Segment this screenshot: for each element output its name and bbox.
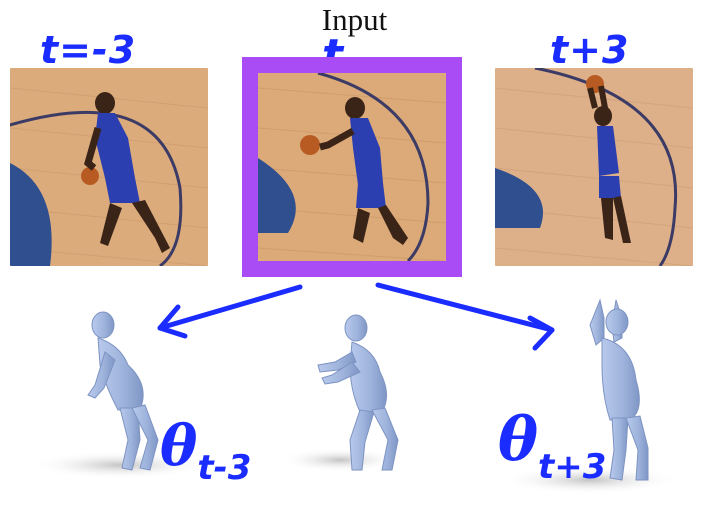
arrow-to-past xyxy=(157,284,303,339)
theta-symbol: θ xyxy=(160,413,198,479)
label-t-minus-3: t=-3 xyxy=(40,28,137,72)
label-t-plus-3: t+3 xyxy=(550,28,630,72)
input-frame-highlight xyxy=(242,57,462,277)
court-image-t-plus-3 xyxy=(495,68,693,266)
court-image-t xyxy=(258,73,446,261)
body-mesh-t-minus-3 xyxy=(87,311,159,471)
court-image-t-minus-3 xyxy=(10,68,208,266)
frame-t-minus-3 xyxy=(10,68,208,266)
theta-symbol: θ xyxy=(498,405,539,475)
theta-subscript: t-3 xyxy=(197,448,252,488)
shadow-right xyxy=(500,466,680,494)
input-title: Input xyxy=(321,2,388,37)
theta-subscript: t+3 xyxy=(538,447,607,487)
shadow-left xyxy=(30,451,210,479)
shadow-middle xyxy=(280,448,400,472)
frame-t xyxy=(258,73,446,261)
arrow-to-future xyxy=(375,282,555,351)
theta-t-minus-3: θt-3 xyxy=(160,418,251,496)
theta-t-plus-3: θt+3 xyxy=(498,410,606,497)
frame-t-plus-3 xyxy=(495,68,693,266)
body-mesh-t-plus-3 xyxy=(589,298,649,481)
body-mesh-t xyxy=(317,314,399,471)
